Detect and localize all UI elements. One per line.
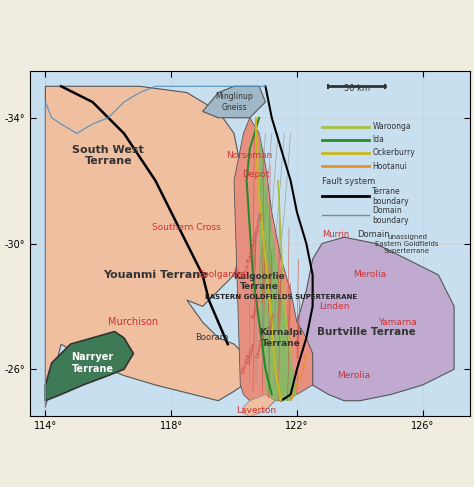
Text: Fault system: Fault system bbox=[322, 177, 375, 186]
Text: Domain: Domain bbox=[356, 229, 389, 239]
Polygon shape bbox=[46, 86, 250, 407]
Text: Ida: Ida bbox=[373, 135, 384, 144]
Polygon shape bbox=[234, 118, 313, 410]
Text: Murchison: Murchison bbox=[109, 317, 158, 327]
Polygon shape bbox=[244, 394, 275, 416]
Text: Merolia: Merolia bbox=[337, 371, 370, 380]
Text: Burtville Terrane: Burtville Terrane bbox=[317, 327, 415, 337]
Polygon shape bbox=[202, 86, 265, 118]
Text: EASTERN GOLDFIELDS SUPERTERRANE: EASTERN GOLDFIELDS SUPERTERRANE bbox=[205, 294, 357, 300]
Text: Laverton: Laverton bbox=[236, 406, 276, 414]
Text: Domain
boundary: Domain boundary bbox=[373, 206, 409, 225]
Text: Southern Cross: Southern Cross bbox=[153, 223, 221, 232]
Text: Kurnalpi
Terrane: Kurnalpi Terrane bbox=[260, 328, 303, 348]
Polygon shape bbox=[297, 237, 454, 401]
Text: Coolgardie: Coolgardie bbox=[197, 270, 246, 280]
Polygon shape bbox=[46, 332, 133, 401]
Text: Ockerburry: Ockerburry bbox=[373, 149, 415, 157]
Text: Boorara: Boorara bbox=[250, 294, 262, 319]
Text: Kalgoorlie
Terrane: Kalgoorlie Terrane bbox=[233, 272, 285, 291]
Text: Merolia: Merolia bbox=[353, 270, 386, 280]
Text: Ora Banda: Ora Banda bbox=[243, 243, 256, 276]
Text: Boorara: Boorara bbox=[195, 333, 228, 342]
Text: Depot: Depot bbox=[242, 170, 270, 179]
Text: Jundee: Jundee bbox=[246, 342, 256, 365]
Text: Coolgardie: Coolgardie bbox=[251, 211, 264, 245]
Polygon shape bbox=[259, 133, 297, 401]
Text: Yamarna: Yamarna bbox=[378, 318, 417, 327]
Text: Hootanui: Hootanui bbox=[373, 162, 407, 170]
Text: Murrin: Murrin bbox=[267, 312, 277, 333]
Text: Terrane
boundary: Terrane boundary bbox=[373, 187, 409, 206]
Text: 50 km: 50 km bbox=[344, 84, 370, 93]
Text: Murrin: Murrin bbox=[322, 229, 349, 239]
Text: Norseman: Norseman bbox=[227, 151, 273, 160]
Text: Waroonga: Waroonga bbox=[373, 122, 411, 131]
Text: South West
Terrane: South West Terrane bbox=[73, 145, 144, 166]
Text: Linden: Linden bbox=[319, 302, 350, 311]
Text: unassigned
Eastern Goldfields
Superterrane: unassigned Eastern Goldfields Superterra… bbox=[375, 233, 439, 254]
Text: Laverton: Laverton bbox=[255, 330, 267, 358]
Text: Narryer
Terrane: Narryer Terrane bbox=[72, 352, 114, 374]
Text: Youanmi Terrane: Youanmi Terrane bbox=[103, 270, 208, 280]
Text: Minglinup
Gneiss: Minglinup Gneiss bbox=[215, 93, 253, 112]
Text: Wiluna: Wiluna bbox=[241, 352, 252, 374]
